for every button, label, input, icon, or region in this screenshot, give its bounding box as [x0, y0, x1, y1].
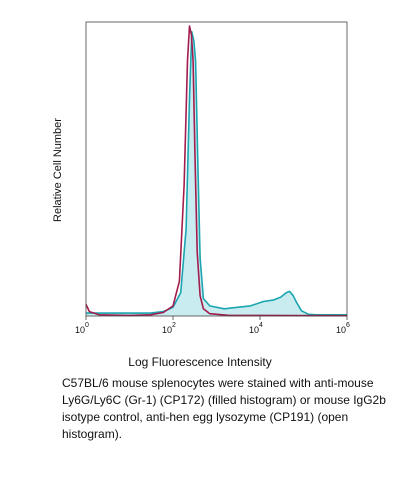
histogram-chart: 100 102 104 106	[75, 21, 350, 335]
x-tick-label: 102	[162, 322, 176, 335]
x-axis-ticks: 100 102 104 106	[75, 316, 350, 335]
filled-histogram-line	[86, 31, 347, 316]
y-axis-label: Relative Cell Number	[52, 118, 64, 222]
x-axis-label: Log Fluorescence Intensity	[128, 355, 272, 369]
filled-histogram-area	[86, 31, 347, 317]
x-tick-label: 100	[75, 322, 89, 335]
x-tick-label: 106	[336, 322, 350, 335]
x-tick-label: 104	[249, 322, 263, 335]
plot-frame	[85, 21, 348, 317]
figure-caption: C57BL/6 mouse splenocytes were stained w…	[62, 376, 386, 441]
chart-marks	[85, 25, 348, 317]
open-histogram-line	[85, 25, 348, 317]
